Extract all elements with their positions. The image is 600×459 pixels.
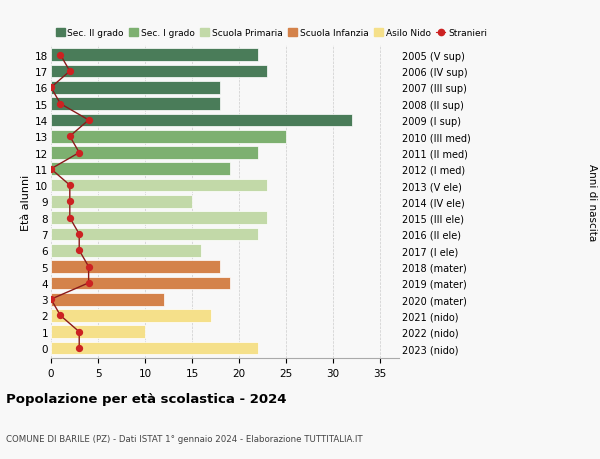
Point <box>74 345 84 352</box>
Bar <box>51 277 230 290</box>
Point <box>84 280 94 287</box>
Bar <box>51 244 202 257</box>
Point <box>56 101 65 108</box>
Point <box>74 328 84 336</box>
Point <box>74 231 84 238</box>
Point <box>46 296 56 303</box>
Point <box>46 166 56 173</box>
Point <box>65 198 74 206</box>
Bar <box>51 196 192 208</box>
Point <box>56 52 65 59</box>
Point <box>65 182 74 190</box>
Bar <box>51 163 230 176</box>
Bar <box>51 66 268 78</box>
Bar <box>51 309 211 322</box>
Bar <box>51 212 268 224</box>
Point <box>56 312 65 319</box>
Point <box>84 263 94 271</box>
Y-axis label: Età alunni: Età alunni <box>21 174 31 230</box>
Bar <box>51 114 352 127</box>
Bar <box>51 131 286 143</box>
Point <box>46 84 56 92</box>
Bar <box>51 49 258 62</box>
Legend: Sec. II grado, Sec. I grado, Scuola Primaria, Scuola Infanzia, Asilo Nido, Stran: Sec. II grado, Sec. I grado, Scuola Prim… <box>56 29 487 38</box>
Bar <box>51 147 258 160</box>
Point <box>74 247 84 254</box>
Bar <box>51 82 220 95</box>
Bar <box>51 98 220 111</box>
Bar <box>51 179 268 192</box>
Point <box>65 214 74 222</box>
Text: Popolazione per età scolastica - 2024: Popolazione per età scolastica - 2024 <box>6 392 287 405</box>
Text: COMUNE DI BARILE (PZ) - Dati ISTAT 1° gennaio 2024 - Elaborazione TUTTITALIA.IT: COMUNE DI BARILE (PZ) - Dati ISTAT 1° ge… <box>6 434 362 443</box>
Point <box>65 68 74 76</box>
Bar <box>51 326 145 338</box>
Bar <box>51 342 258 355</box>
Point <box>65 133 74 140</box>
Bar <box>51 293 164 306</box>
Point <box>74 150 84 157</box>
Text: Anni di nascita: Anni di nascita <box>587 163 597 241</box>
Bar <box>51 228 258 241</box>
Point <box>84 117 94 124</box>
Bar <box>51 261 220 273</box>
